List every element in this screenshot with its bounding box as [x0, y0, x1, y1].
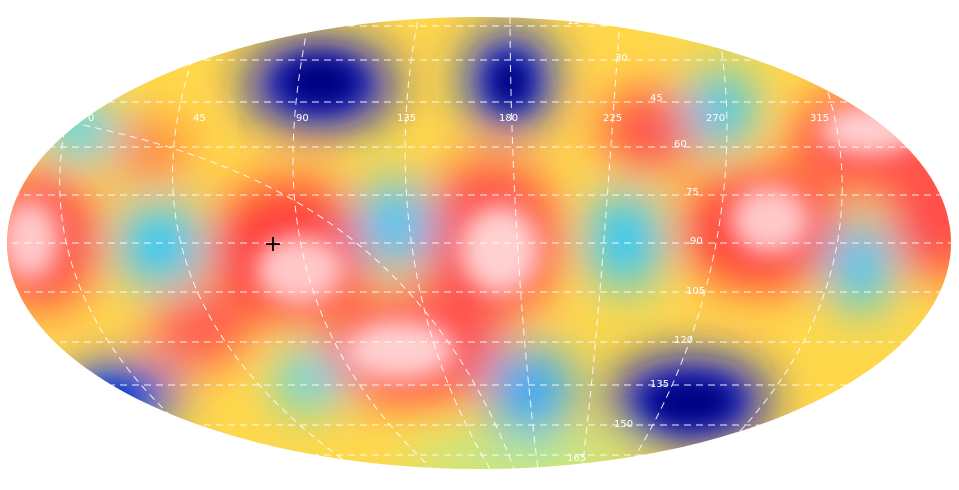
colat-label: 180 [448, 476, 467, 487]
lon-label: 270 [706, 113, 725, 124]
colat-label: 60 [674, 139, 687, 150]
colat-label: 105 [686, 286, 705, 297]
colat-label: 120 [674, 335, 693, 346]
colat-label: 150 [614, 419, 633, 430]
lon-label: 90 [296, 113, 309, 124]
colat-label: 135 [650, 379, 669, 390]
colatitude-labels: 15 30 45 60 75 90 105 120 135 150 165 18… [448, 16, 705, 487]
colat-label: 45 [650, 93, 663, 104]
lon-label: 45 [193, 113, 206, 124]
longitude-labels: 0 45 90 135 180 225 270 315 [88, 113, 829, 124]
colat-label: 15 [567, 16, 580, 27]
colat-label: 30 [615, 53, 628, 64]
lon-label: 135 [397, 113, 416, 124]
colat-label: 90 [690, 236, 703, 247]
lon-label: 180 [499, 113, 518, 124]
lon-label: 225 [603, 113, 622, 124]
lon-label: 315 [810, 113, 829, 124]
colat-label: 75 [686, 187, 699, 198]
crosshair-marker: + [264, 232, 282, 257]
colat-label: 165 [567, 453, 586, 464]
lon-label: 0 [88, 113, 94, 124]
